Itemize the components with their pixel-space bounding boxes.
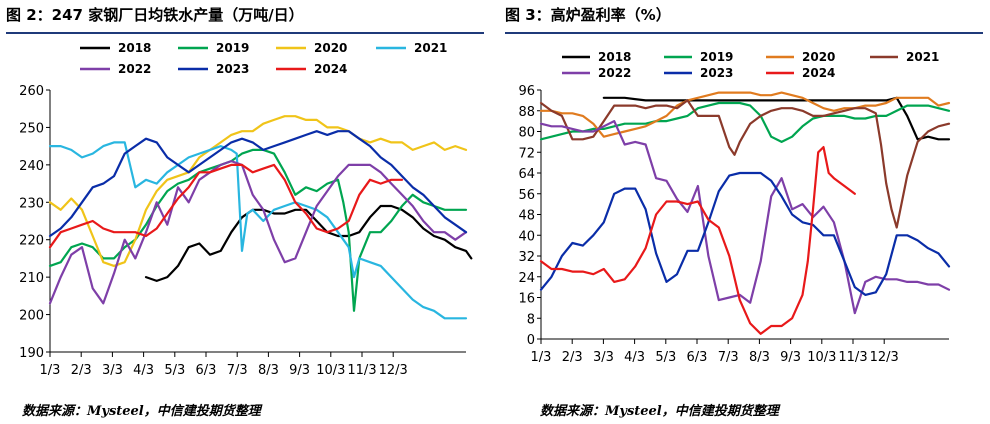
chart-2-series-2023: [539, 171, 951, 296]
chart-2-y-tick-label: 32: [518, 250, 535, 265]
chart-2-title: 图 3：高炉盈利率（%）: [505, 6, 671, 24]
chart-2-y-tick-label: 72: [518, 146, 535, 161]
chart-1-y-tick-label: 200: [19, 309, 44, 324]
chart-1-y-tick-label: 220: [19, 234, 44, 249]
chart-1-x-tick-label: 3/3: [102, 363, 123, 378]
chart-1-series-2023: [48, 130, 468, 238]
chart-2-y-tick-label: 8: [527, 312, 535, 327]
chart-1-x-tick-label: 9/3: [289, 363, 310, 378]
chart-1-y-tick-label: 260: [19, 84, 44, 99]
chart-1-series-2019: [48, 148, 468, 312]
chart-1-y-tick-label: 240: [19, 159, 44, 174]
chart-2-y-tick-label: 56: [518, 188, 535, 203]
chart-2-legend-label-2018: 2018: [598, 50, 631, 64]
chart-1-legend-label-2019: 2019: [216, 41, 249, 55]
chart-2-x-tick-label: 2/3: [562, 350, 583, 365]
chart-2-y-tick-label: 24: [518, 271, 535, 286]
chart-1-series-2022: [48, 160, 468, 305]
chart-2-x-tick-label: 6/3: [687, 350, 708, 365]
chart-1-legend-label-2023: 2023: [216, 62, 249, 76]
chart-2-x-tick-label: 12/3: [870, 350, 899, 365]
chart-2-x-tick-label: 11/3: [838, 350, 867, 365]
chart-1-x-tick-label: 5/3: [164, 363, 185, 378]
chart-1-y-tick-label: 250: [19, 121, 44, 136]
chart-1-x-tick-label: 12/3: [379, 363, 408, 378]
chart-2-legend-label-2021: 2021: [906, 50, 939, 64]
chart-2-y-tick-label: 96: [518, 84, 535, 99]
chart-1-source: 数据来源：Mysteel，中信建投期货整理: [22, 404, 261, 419]
chart-1-y-tick-label: 190: [19, 346, 44, 361]
chart-1-y-tick-label: 230: [19, 196, 44, 211]
chart-2-x-tick-label: 7/3: [718, 350, 739, 365]
chart-1-x-tick-label: 1/3: [40, 363, 61, 378]
chart-1-legend-label-2022: 2022: [118, 62, 151, 76]
chart-2-source: 数据来源：Mysteel，中信建投期货整理: [540, 404, 779, 419]
chart-1-y-tick-label: 210: [19, 271, 44, 286]
chart-2-y-tick-label: 40: [518, 229, 535, 244]
chart-2-series-2019: [539, 101, 951, 143]
chart-1-legend-label-2024: 2024: [314, 62, 347, 76]
chart-1-series-2018: [144, 204, 473, 282]
chart-1-legend-label-2020: 2020: [314, 41, 347, 55]
chart-2-title-rule: [505, 32, 983, 34]
chart-2-y-tick-label: 88: [518, 105, 535, 120]
chart-2-series-2020: [539, 91, 951, 138]
chart-1-x-tick-label: 7/3: [227, 363, 248, 378]
chart-2-x-tick-label: 3/3: [593, 350, 614, 365]
chart-2-y-tick-label: 64: [518, 167, 535, 182]
chart-2-legend-label-2023: 2023: [700, 66, 733, 80]
chart-2-x-tick-label: 5/3: [655, 350, 676, 365]
chart-1-x-tick-label: 10/3: [316, 363, 345, 378]
chart-2-y-tick-label: 48: [518, 209, 535, 224]
chart-2-series-2022: [539, 120, 951, 315]
chart-2-x-tick-label: 8/3: [749, 350, 770, 365]
chart-1-x-tick-label: 8/3: [258, 363, 279, 378]
chart-1-x-tick-label: 2/3: [71, 363, 92, 378]
chart-2-x-tick-label: 9/3: [780, 350, 801, 365]
chart-2-x-tick-label: 1/3: [531, 350, 552, 365]
chart-1-legend-label-2018: 2018: [118, 41, 151, 55]
chart-1-title: 图 2：247 家钢厂日均铁水产量（万吨/日）: [6, 6, 304, 24]
chart-2-y-tick-label: 0: [527, 333, 535, 348]
chart-2-series-2021: [539, 99, 951, 229]
chart-2-y-tick-label: 16: [518, 292, 535, 307]
chart-2-x-tick-label: 10/3: [807, 350, 836, 365]
chart-2-x-tick-label: 4/3: [624, 350, 645, 365]
chart-2-y-tick-label: 80: [518, 126, 535, 141]
chart-1-series-2024: [48, 163, 404, 249]
chart-2-legend-label-2020: 2020: [802, 50, 835, 64]
chart-1-x-tick-label: 11/3: [347, 363, 376, 378]
chart-2-series-2024: [539, 146, 856, 335]
chart-1-series-2020: [48, 115, 468, 267]
chart-2-legend-label-2019: 2019: [700, 50, 733, 64]
chart-2-series-2018: [602, 96, 951, 141]
chart-1-series-2021: [48, 141, 468, 320]
chart-1-x-tick-label: 6/3: [196, 363, 217, 378]
chart-2-legend-label-2024: 2024: [802, 66, 835, 80]
chart-1-x-tick-label: 4/3: [133, 363, 154, 378]
chart-2-legend-label-2022: 2022: [598, 66, 631, 80]
chart-1-legend-label-2021: 2021: [414, 41, 447, 55]
chart-1-title-rule: [6, 32, 484, 34]
